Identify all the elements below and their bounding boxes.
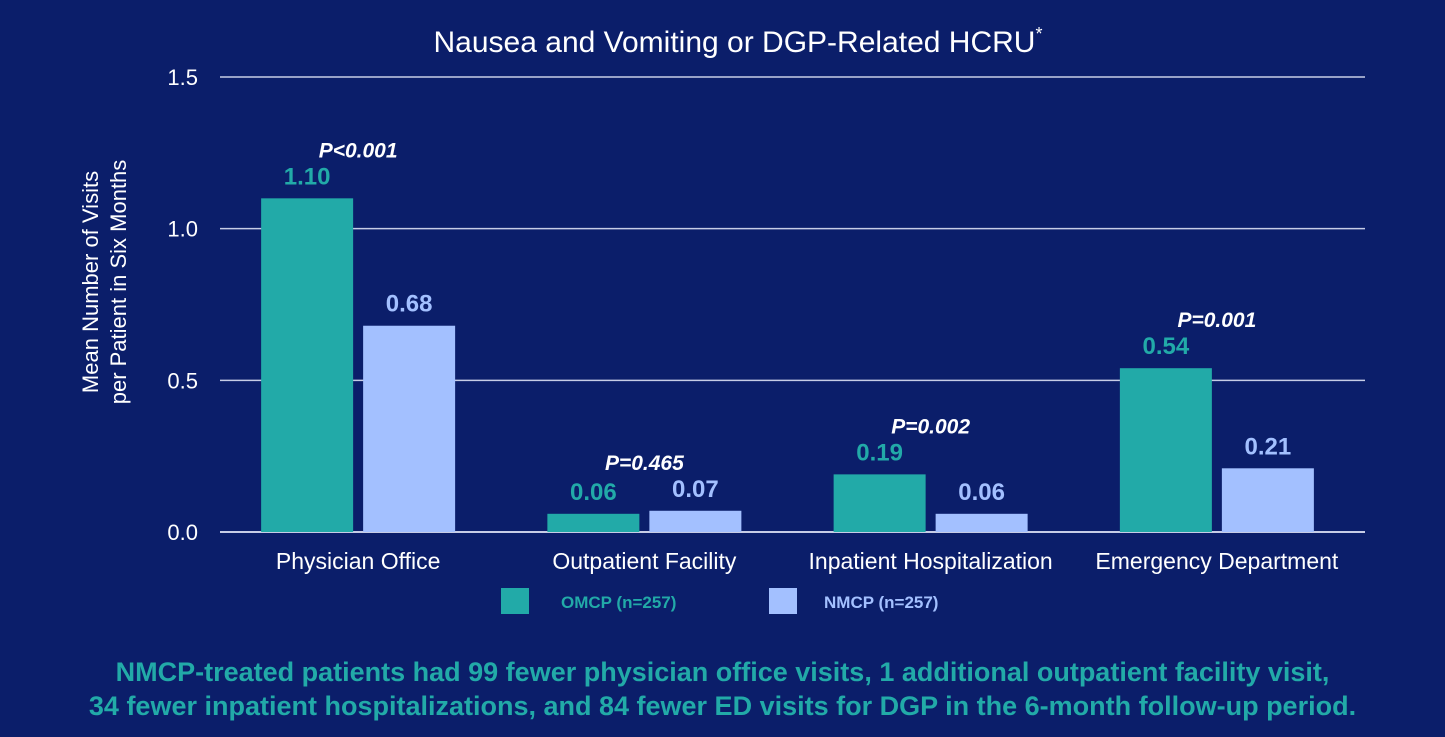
data-label-omcp: 0.54 <box>1143 333 1190 360</box>
p-value-label: P=0.465 <box>605 452 684 475</box>
y-axis-label: Mean Number of Visits per Patient in Six … <box>78 160 131 405</box>
y-tick-label: 0.5 <box>167 368 198 393</box>
legend-omcp-swatch <box>501 588 529 614</box>
y-tick-label: 1.0 <box>167 217 198 242</box>
data-label-nmcp: 0.21 <box>1245 433 1292 460</box>
p-value-label: P=0.001 <box>1177 309 1256 332</box>
data-label-nmcp: 0.68 <box>386 291 433 318</box>
y-axis-label-line: per Patient in Six Months <box>106 160 131 405</box>
bar-nmcp <box>935 513 1028 532</box>
chart-title-superscript: * <box>1035 24 1042 44</box>
footnote-line-1: NMCP-treated patients had 99 fewer physi… <box>115 657 1330 687</box>
footnote-line-2: 34 fewer inpatient hospitalizations, and… <box>88 691 1357 721</box>
bar-nmcp <box>649 510 742 532</box>
x-category-label: Physician Office <box>276 548 440 574</box>
data-label-omcp: 1.10 <box>284 163 331 190</box>
legend-nmcp-label: NMCP (n=257) <box>824 593 938 612</box>
x-category-label: Emergency Department <box>1095 548 1338 574</box>
legend-omcp-label: OMCP (n=257) <box>561 593 676 612</box>
bar-omcp <box>547 513 640 532</box>
legend-nmcp-swatch <box>769 588 797 614</box>
x-category-label: Inpatient Hospitalization <box>809 548 1053 574</box>
y-tick-label: 1.5 <box>167 65 198 90</box>
footnote: NMCP-treated patients had 99 fewer physi… <box>0 655 1445 723</box>
bar-nmcp <box>363 325 456 532</box>
data-label-nmcp: 0.07 <box>672 476 719 503</box>
bar-omcp <box>1119 368 1212 532</box>
data-label-omcp: 0.06 <box>570 479 617 506</box>
bar-nmcp <box>1221 468 1314 532</box>
chart-title: Nausea and Vomiting or DGP-Related HCRU* <box>434 24 1043 59</box>
data-label-nmcp: 0.06 <box>958 479 1005 506</box>
y-axis-label-line: Mean Number of Visits <box>78 171 103 393</box>
p-value-label: P=0.002 <box>891 415 970 438</box>
x-category-label: Outpatient Facility <box>552 548 737 574</box>
p-value-label: P<0.001 <box>319 139 398 162</box>
y-tick-label: 0.0 <box>167 520 198 545</box>
data-label-omcp: 0.19 <box>856 439 903 466</box>
bar-omcp <box>833 474 926 532</box>
bar-omcp <box>261 198 354 533</box>
